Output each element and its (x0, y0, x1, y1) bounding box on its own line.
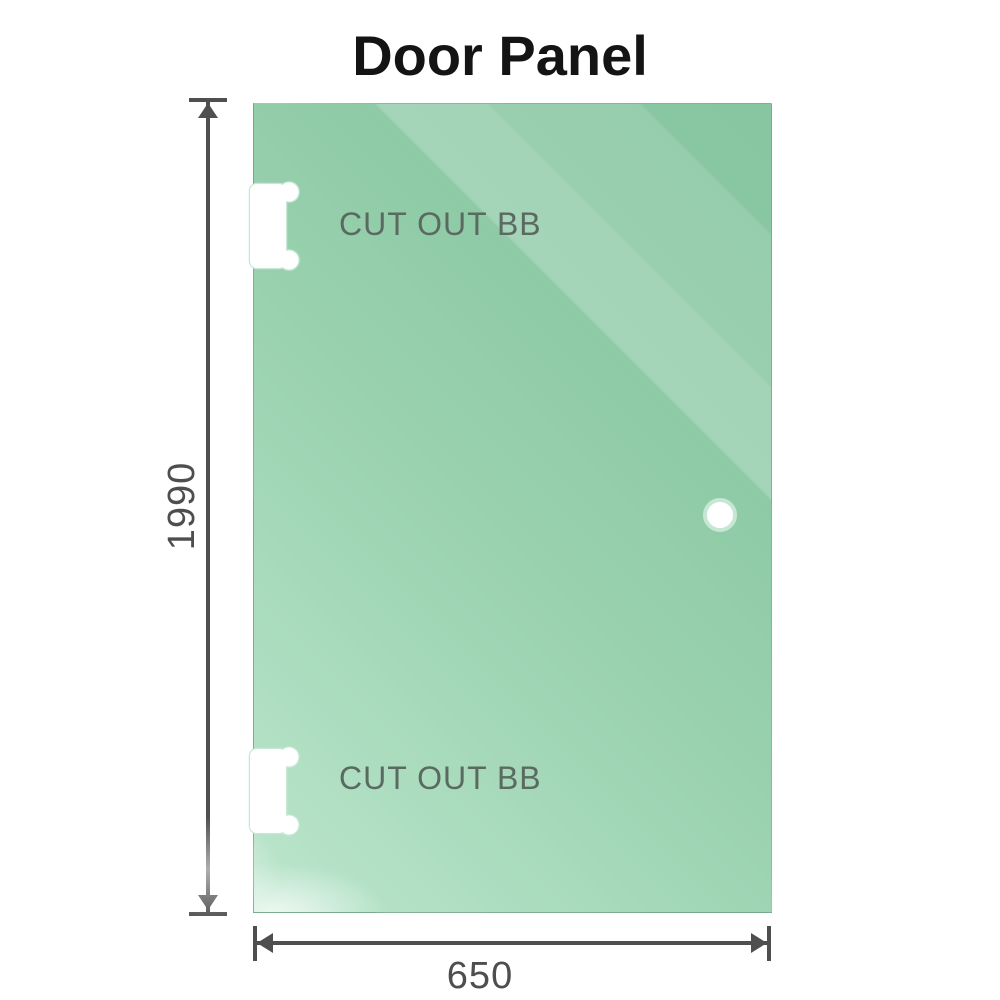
arrow-up-icon (198, 103, 218, 118)
dimension-end-cap-bottom (189, 912, 227, 916)
width-dimension-line (255, 941, 770, 945)
arrow-right-icon (751, 933, 767, 953)
height-dimension-line (206, 100, 210, 914)
arrow-left-icon (257, 933, 273, 953)
cutout-label-top: CUT OUT BB (339, 206, 542, 242)
cutout-label-bottom: CUT OUT BB (339, 760, 542, 796)
height-dimension-value: 1990 (161, 461, 203, 551)
handle-hole-icon (703, 498, 737, 532)
hinge-cutout-bottom-icon (248, 746, 300, 836)
hinge-cutout-top-icon (248, 181, 300, 271)
width-dimension-value: 650 (446, 955, 514, 997)
page-title: Door Panel (352, 24, 648, 87)
arrow-down-icon (198, 895, 218, 910)
dimension-tick-right (767, 926, 771, 961)
glass-panel: CUT OUT BB CUT OUT BB (248, 103, 772, 913)
